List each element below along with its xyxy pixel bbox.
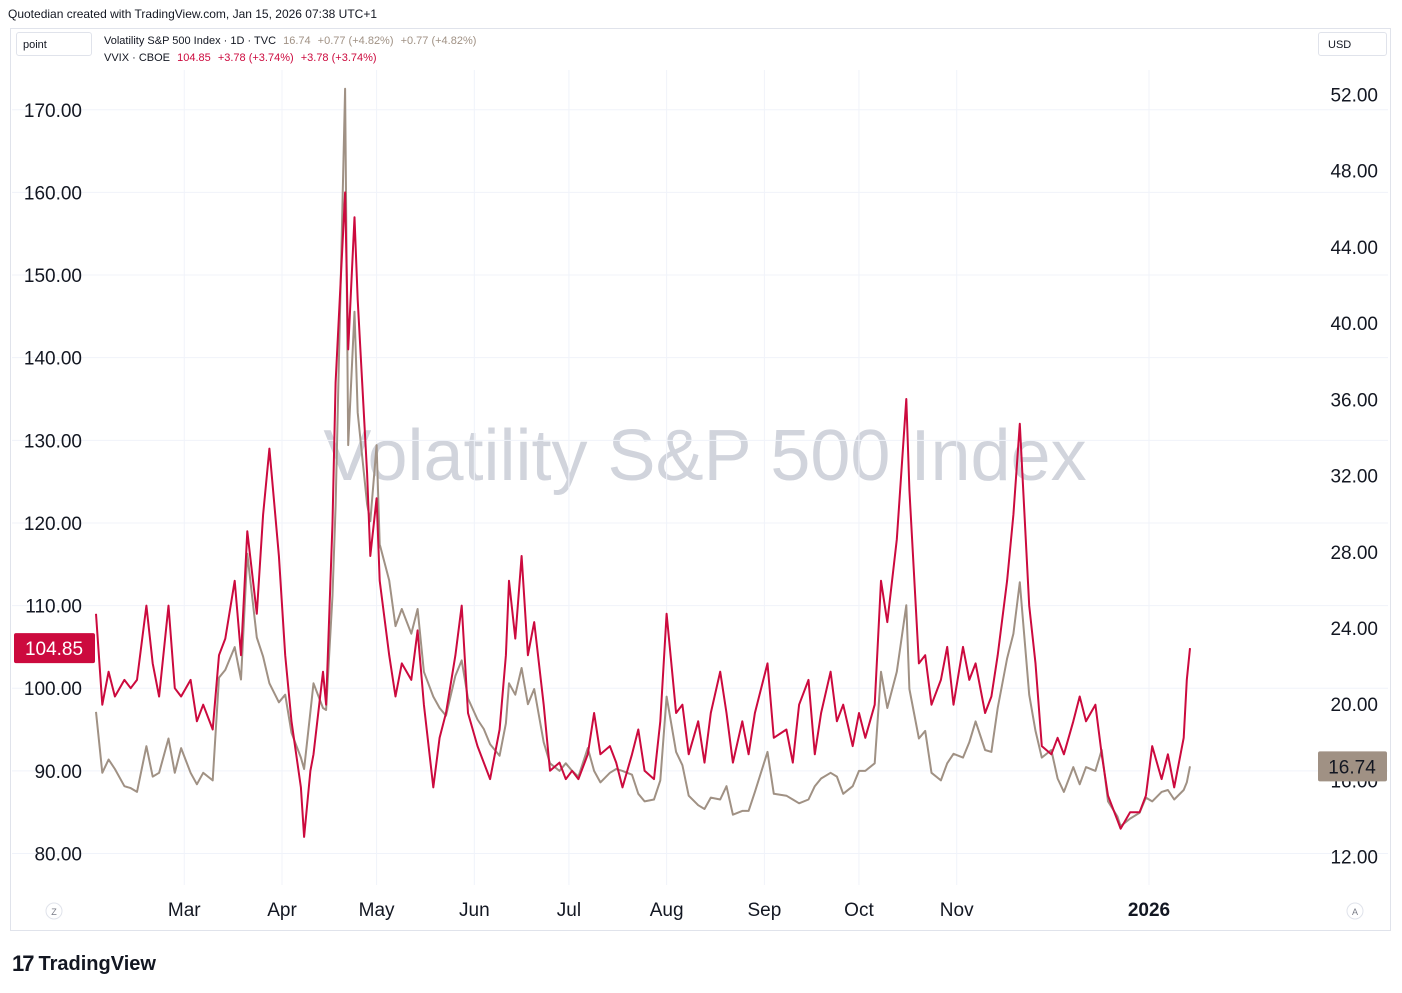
auto-scale-left-label: Z xyxy=(51,907,57,917)
x-axis-tick: Sep xyxy=(747,900,781,921)
right-axis-tick: 12.00 xyxy=(1330,848,1378,869)
right-axis-tick: 40.00 xyxy=(1330,314,1378,335)
chart-frame xyxy=(10,28,1391,931)
x-axis-tick: Jun xyxy=(459,900,490,921)
legend-vix-change-2: +0.77 (+4.82%) xyxy=(400,35,477,47)
legend-vix[interactable]: Volatility S&P 500 Index · 1D · TVC 16.7… xyxy=(104,35,480,47)
left-axis-tick: 80.00 xyxy=(34,844,82,865)
right-axis-tick: 32.00 xyxy=(1330,467,1378,488)
right-axis-tick: 36.00 xyxy=(1330,390,1378,411)
right-axis-tick: 20.00 xyxy=(1330,695,1378,716)
legend-vvix-change: +3.78 (+3.74%) xyxy=(217,52,294,64)
left-axis-tick: 120.00 xyxy=(24,514,82,535)
tradingview-wordmark: TradingView xyxy=(38,952,156,975)
right-axis-tick: 28.00 xyxy=(1330,543,1378,564)
right-axis-tick: 44.00 xyxy=(1330,238,1378,259)
vvix-last-value-badge xyxy=(14,633,95,664)
x-axis-tick: Aug xyxy=(650,900,684,921)
x-axis-tick: Apr xyxy=(267,900,297,921)
left-axis-tick: 160.00 xyxy=(24,183,82,204)
right-axis-tick: 52.00 xyxy=(1330,86,1378,107)
tradingview-mark-icon: 17 xyxy=(12,951,35,976)
legend-vix-value: 16.74 xyxy=(283,35,311,47)
vvix-series-line[interactable] xyxy=(95,191,1191,838)
legend-vix-change: +0.77 (+4.82%) xyxy=(317,35,394,47)
vvix-last-value-label: 104.85 xyxy=(25,639,83,660)
auto-scale-right-label: A xyxy=(1352,907,1358,917)
left-axis-tick: 170.00 xyxy=(24,101,82,122)
auto-scale-left-button[interactable] xyxy=(45,902,63,920)
right-scale-selector[interactable]: USD xyxy=(1318,32,1387,56)
tradingview-logo[interactable]: 17 TradingView xyxy=(12,951,156,977)
left-axis-tick: 130.00 xyxy=(24,431,82,452)
chart-credit: Quotedian created with TradingView.com, … xyxy=(8,7,378,21)
vix-last-value-label: 16.74 xyxy=(1328,757,1376,778)
x-axis-tick: Mar xyxy=(168,900,201,921)
legend-vvix-change-2: +3.78 (+3.74%) xyxy=(300,52,377,64)
right-axis-tick: 48.00 xyxy=(1330,162,1378,183)
left-axis-tick: 150.00 xyxy=(24,266,82,287)
vix-last-value-badge xyxy=(1318,751,1387,782)
left-axis-tick: 90.00 xyxy=(34,762,82,783)
legend-vvix[interactable]: VVIX · CBOE 104.85 +3.78 (+3.74%) +3.78 … xyxy=(104,52,381,64)
vix-series-line[interactable] xyxy=(95,87,1191,828)
right-axis-tick: 24.00 xyxy=(1330,619,1378,640)
x-axis-tick: Oct xyxy=(844,900,874,921)
legend-vvix-value: 104.85 xyxy=(177,52,211,64)
left-scale-selector[interactable]: point xyxy=(16,32,92,56)
left-axis-tick: 140.00 xyxy=(24,349,82,370)
auto-scale-right-button[interactable] xyxy=(1346,902,1364,920)
left-axis-tick: 100.00 xyxy=(24,679,82,700)
left-axis-tick: 110.00 xyxy=(25,597,82,618)
legend-vvix-name: VVIX · CBOE xyxy=(104,52,171,64)
chart-watermark: Volatility S&P 500 Index xyxy=(323,416,1086,496)
legend-vix-name: Volatility S&P 500 Index · 1D · TVC xyxy=(104,35,277,47)
x-axis-tick: May xyxy=(359,900,395,921)
x-axis-tick: 2026 xyxy=(1128,900,1170,921)
x-axis-tick: Jul xyxy=(557,900,581,921)
x-axis-tick: Nov xyxy=(940,900,974,921)
